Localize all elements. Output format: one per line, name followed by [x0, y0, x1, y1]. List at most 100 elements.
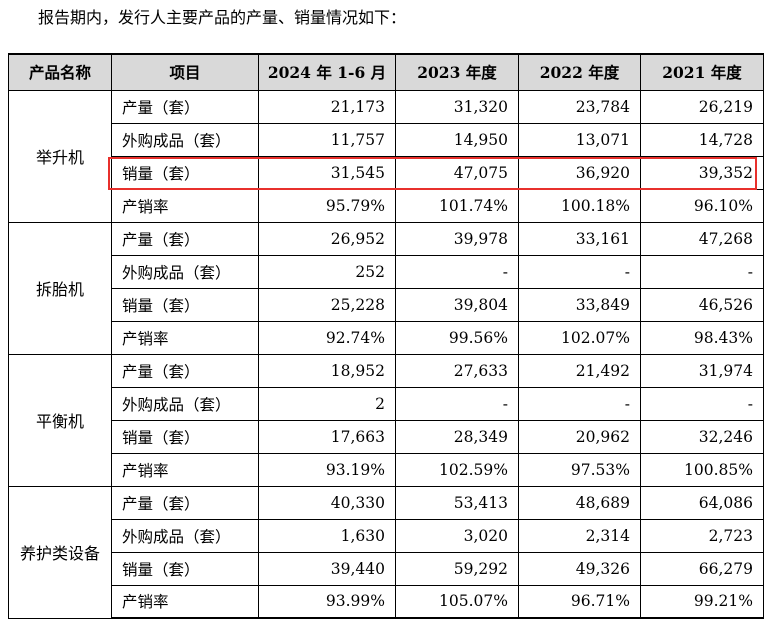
header-product-name: 产品名称 [8, 53, 112, 91]
value-cell: 99.56% [395, 320, 519, 355]
value-cell: 13,071 [518, 122, 641, 157]
header-2021: 2021 年度 [640, 53, 764, 91]
table-row: 销量（套） 39,440 59,292 49,326 66,279 [9, 551, 764, 586]
intro-paragraph: 报告期内，发行人主要产品的产量、销量情况如下： [38, 8, 407, 27]
value-cell: - [518, 386, 641, 421]
value-cell: 17,663 [258, 419, 396, 454]
item-cell: 销量（套） [111, 419, 259, 454]
value-cell: 47,268 [640, 221, 764, 256]
value-cell: 93.99% [258, 584, 396, 619]
table-row: 销量（套） 17,663 28,349 20,962 32,246 [9, 419, 764, 454]
header-2023: 2023 年度 [395, 53, 519, 91]
item-cell: 产量（套） [111, 221, 259, 256]
value-cell: 40,330 [258, 485, 396, 520]
item-cell: 外购成品（套） [111, 518, 259, 553]
value-cell: 27,633 [395, 353, 519, 388]
value-cell: 11,757 [258, 122, 396, 157]
value-cell: 32,246 [640, 419, 764, 454]
table-header-row: 产品名称 项目 2024 年 1-6 月 2023 年度 2022 年度 202… [8, 53, 764, 91]
value-cell: 92.74% [258, 320, 396, 355]
value-cell: 20,962 [518, 419, 641, 454]
product-name-cell: 举升机 [8, 89, 112, 223]
table-row: 产销率 93.99% 105.07% 96.71% 99.21% [9, 584, 764, 619]
table-row: 外购成品（套） 2 - - - [9, 386, 764, 421]
table-row: 产销率 92.74% 99.56% 102.07% 98.43% [9, 320, 764, 355]
value-cell: 46,526 [640, 287, 764, 322]
table-row-highlighted: 销量（套） 31,545 47,075 36,920 39,352 [9, 155, 764, 190]
product-name-cell: 平衡机 [8, 353, 112, 487]
value-cell: 39,804 [395, 287, 519, 322]
item-cell: 销量（套） [111, 287, 259, 322]
table-row: 平衡机 产量（套） 18,952 27,633 21,492 31,974 [8, 353, 764, 487]
value-cell: - [395, 254, 519, 289]
item-cell: 产销率 [111, 320, 259, 355]
item-cell: 外购成品（套） [111, 122, 259, 157]
item-cell: 外购成品（套） [111, 386, 259, 421]
value-cell: 102.07% [518, 320, 641, 355]
value-cell: 3,020 [395, 518, 519, 553]
value-cell: 39,352 [640, 155, 764, 190]
product-name-cell: 养护类设备 [8, 485, 112, 619]
value-cell: - [640, 386, 764, 421]
value-cell: 59,292 [395, 551, 519, 586]
product-name-cell: 拆胎机 [8, 221, 112, 355]
header-item: 项目 [111, 53, 259, 91]
table-row: 产销率 93.19% 102.59% 97.53% 100.85% [9, 452, 764, 487]
value-cell: 31,545 [258, 155, 396, 190]
value-cell: 26,952 [258, 221, 396, 256]
value-cell: 2 [258, 386, 396, 421]
value-cell: 31,974 [640, 353, 764, 388]
item-cell: 产销率 [111, 452, 259, 487]
value-cell: 25,228 [258, 287, 396, 322]
table-row: 销量（套） 25,228 39,804 33,849 46,526 [9, 287, 764, 322]
value-cell: 23,784 [518, 89, 641, 124]
value-cell: 39,978 [395, 221, 519, 256]
item-cell: 产量（套） [111, 353, 259, 388]
value-cell: 93.19% [258, 452, 396, 487]
table-row: 举升机 产量（套） 21,173 31,320 23,784 26,219 [8, 89, 764, 223]
item-cell: 产量（套） [111, 89, 259, 124]
value-cell: 2,723 [640, 518, 764, 553]
value-cell: 99.21% [640, 584, 764, 619]
value-cell: 33,161 [518, 221, 641, 256]
value-cell: 95.79% [258, 188, 396, 223]
value-cell: - [395, 386, 519, 421]
value-cell: 47,075 [395, 155, 519, 190]
value-cell: 14,950 [395, 122, 519, 157]
value-cell: - [518, 254, 641, 289]
value-cell: 33,849 [518, 287, 641, 322]
value-cell: 102.59% [395, 452, 519, 487]
value-cell: 36,920 [518, 155, 641, 190]
value-cell: 21,173 [258, 89, 396, 124]
value-cell: 39,440 [258, 551, 396, 586]
item-cell: 产销率 [111, 584, 259, 619]
header-2024-h1: 2024 年 1-6 月 [258, 53, 396, 91]
value-cell: 96.71% [518, 584, 641, 619]
value-cell: - [640, 254, 764, 289]
value-cell: 1,630 [258, 518, 396, 553]
value-cell: 18,952 [258, 353, 396, 388]
value-cell: 100.85% [640, 452, 764, 487]
value-cell: 64,086 [640, 485, 764, 520]
value-cell: 2,314 [518, 518, 641, 553]
value-cell: 53,413 [395, 485, 519, 520]
table-row: 拆胎机 产量（套） 26,952 39,978 33,161 47,268 [8, 221, 764, 355]
value-cell: 28,349 [395, 419, 519, 454]
value-cell: 26,219 [640, 89, 764, 124]
item-cell: 外购成品（套） [111, 254, 259, 289]
item-cell: 产量（套） [111, 485, 259, 520]
production-sales-table: 产品名称 项目 2024 年 1-6 月 2023 年度 2022 年度 202… [8, 53, 764, 619]
table-row: 产销率 95.79% 101.74% 100.18% 96.10% [9, 188, 764, 223]
value-cell: 31,320 [395, 89, 519, 124]
item-cell: 产销率 [111, 188, 259, 223]
value-cell: 96.10% [640, 188, 764, 223]
value-cell: 100.18% [518, 188, 641, 223]
value-cell: 49,326 [518, 551, 641, 586]
table-row: 外购成品（套） 11,757 14,950 13,071 14,728 [9, 122, 764, 157]
value-cell: 66,279 [640, 551, 764, 586]
value-cell: 21,492 [518, 353, 641, 388]
value-cell: 105.07% [395, 584, 519, 619]
value-cell: 14,728 [640, 122, 764, 157]
header-2022: 2022 年度 [518, 53, 641, 91]
value-cell: 97.53% [518, 452, 641, 487]
